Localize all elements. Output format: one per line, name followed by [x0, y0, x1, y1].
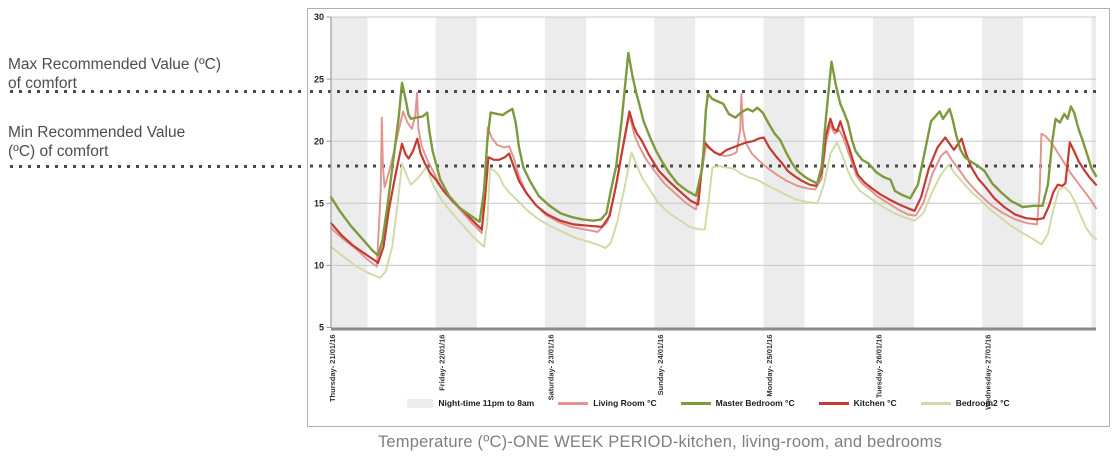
min-comfort-annotation: Min Recommended Value (ºC) of comfort [8, 123, 308, 161]
temperature-chart: 5 10 15 20 25 30 Thursday- 21/01/16 Friday- 22/… [307, 8, 1110, 427]
master-bedroom-c-line-swatch [680, 401, 711, 405]
y-axis-label-25: 25 [314, 74, 324, 84]
min-comfort-label-line1: Min Recommended Value [8, 124, 186, 141]
max-comfort-label-line2: of comfort [8, 75, 77, 92]
legend-item-kitchen-c-label: Kitchen °C [853, 398, 897, 408]
x-axis-label-friday-22-01-16: Friday- 22/01/16 [437, 335, 446, 391]
series-bedroom2-c [330, 141, 1097, 279]
legend-item-bedroom2-c-label: Bedroom2 °C [955, 398, 1010, 408]
legend-item-living-room-c: Living Room °C [558, 398, 657, 408]
legend-item-master-bedroom-c-label: Master Bedroom °C [715, 398, 795, 408]
legend-item-bedroom2-c: Bedroom2 °C [920, 398, 1010, 408]
night-band [982, 17, 1024, 328]
legend-item-night-time-label: Night-time 11pm to 8am [438, 398, 535, 408]
x-axis-label-wednesday-27-01-16: Wednesday- 27/01/16 [984, 335, 993, 410]
y-axis-label-20: 20 [314, 136, 324, 146]
legend-item-living-room-c-label: Living Room °C [593, 398, 657, 408]
max-comfort-dotted-line-left [10, 90, 307, 94]
x-axis-label-monday-25-01-16: Monday- 25/01/16 [765, 334, 774, 396]
living-room-c-line-swatch [558, 401, 589, 405]
chart-legend: Night-time 11pm to 8am Living Room °C Mast… [308, 398, 1109, 408]
y-axis-label-30: 30 [314, 12, 324, 22]
bedroom2-c-line-swatch [920, 401, 951, 405]
kitchen-c-line-swatch [818, 401, 849, 405]
x-axis-label-saturday-23-01-16: Saturday- 23/01/16 [547, 335, 556, 401]
y-axis-label-15: 15 [314, 199, 324, 209]
max-comfort-annotation: Max Recommended Value (ºC) of comfort [8, 55, 308, 93]
chart-title: Temperature (ºC)-ONE WEEK PERIOD-kitchen… [377, 433, 943, 451]
night-band [545, 17, 586, 328]
x-axis-label-tuesday-26-01-16: Tuesday- 26/01/16 [874, 335, 883, 399]
x-axis-label-sunday-24-01-16: Sunday- 24/01/16 [656, 335, 665, 396]
chart-plot-area: 5 10 15 20 25 30 Thursday- 21/01/16 Friday- 22/… [310, 12, 1098, 410]
y-axis-label-5: 5 [319, 323, 324, 333]
night-band [872, 17, 914, 328]
legend-item-kitchen-c: Kitchen °C [818, 398, 897, 408]
night-band [331, 17, 368, 328]
night-band [435, 17, 477, 328]
min-comfort-label-line2: (ºC) of comfort [8, 143, 109, 160]
x-axis-label-thursday-21-01-16: Thursday- 21/01/16 [328, 335, 337, 403]
night-band-swatch [407, 398, 434, 408]
legend-item-master-bedroom-c: Master Bedroom °C [680, 398, 795, 408]
min-comfort-dotted-line-left [10, 164, 307, 168]
legend-item-night-time: Night-time 11pm to 8am [407, 398, 534, 408]
y-axis-label-10: 10 [314, 261, 324, 271]
series-master-bedroom-c [329, 51, 1098, 257]
max-comfort-label-line1: Max Recommended Value (ºC) [8, 56, 221, 73]
